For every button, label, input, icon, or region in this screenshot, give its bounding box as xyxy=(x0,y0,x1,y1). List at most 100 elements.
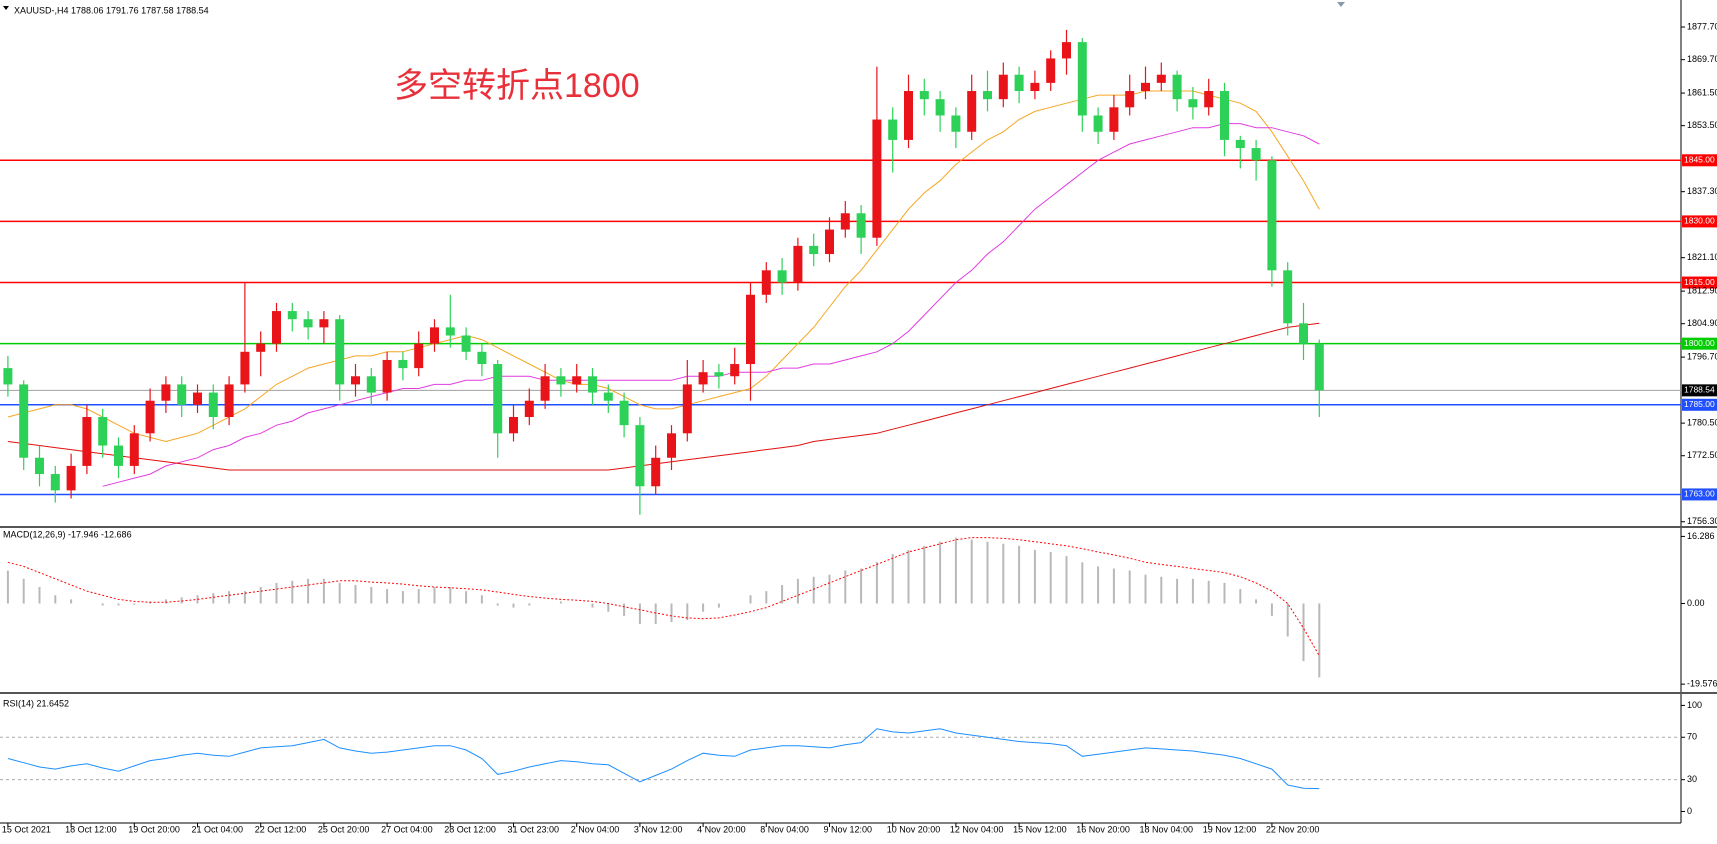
candle-body xyxy=(825,229,834,255)
candle-body xyxy=(698,372,708,385)
candle-body xyxy=(193,392,202,405)
rsi-line xyxy=(7,728,1320,790)
x-tick-label: 12 Nov 04:00 xyxy=(950,824,1004,834)
candle-body xyxy=(351,376,360,385)
candle-body xyxy=(967,91,977,132)
candle-body xyxy=(272,311,281,344)
x-tick-label: 15 Nov 12:00 xyxy=(1013,824,1067,834)
candle-body xyxy=(1141,82,1150,92)
candle-body xyxy=(414,343,424,369)
candle-body xyxy=(509,417,518,434)
y-tick-label: 1780.50 xyxy=(1687,418,1717,428)
last-price-label: 1788.54 xyxy=(1684,385,1715,395)
candle-body xyxy=(888,119,898,140)
candle-body xyxy=(840,213,850,230)
candle-body xyxy=(493,364,503,434)
candle-body xyxy=(335,319,345,385)
candle-body xyxy=(35,457,44,475)
candle-body xyxy=(951,115,961,132)
candle-body xyxy=(1188,99,1198,108)
candle-body xyxy=(240,351,250,385)
y-tick-label: 1837.30 xyxy=(1687,186,1717,196)
candle-body xyxy=(303,319,313,328)
candle-body xyxy=(603,392,613,401)
candle-body xyxy=(667,433,676,458)
candle-body xyxy=(1267,160,1277,271)
candle-body xyxy=(461,335,471,352)
y-tick-label: -19.576 xyxy=(1687,679,1717,689)
candle-body xyxy=(1062,42,1071,59)
x-tick-label: 22 Oct 12:00 xyxy=(255,824,307,834)
x-tick-label: 22 Nov 20:00 xyxy=(1266,824,1320,834)
y-tick-label: 1869.70 xyxy=(1687,54,1717,64)
candle-body xyxy=(114,445,123,466)
candle-body xyxy=(998,74,1008,100)
candle-body xyxy=(66,465,76,491)
candle-body xyxy=(161,384,171,401)
y-tick-label: 1804.90 xyxy=(1687,318,1717,328)
candle-body xyxy=(1125,91,1135,108)
candle-body xyxy=(619,400,629,426)
x-tick-label: 31 Oct 23:00 xyxy=(508,824,560,834)
moving-average xyxy=(7,322,1320,471)
candle-body xyxy=(1077,42,1087,116)
last-price-box xyxy=(1682,384,1717,397)
annotation: 多空转折点1800 xyxy=(394,67,640,105)
candle-body xyxy=(1204,91,1214,108)
level-label-box xyxy=(1682,488,1717,501)
candle-body xyxy=(1314,343,1324,391)
y-tick-label: 1756.30 xyxy=(1687,516,1717,526)
signal-line xyxy=(7,537,1320,657)
level-label: 1763.00 xyxy=(1684,489,1715,499)
candle-body xyxy=(809,245,819,255)
moving-average xyxy=(102,123,1320,487)
x-tick-label: 3 Nov 12:00 xyxy=(634,824,683,834)
candle-body xyxy=(98,417,108,446)
x-tick-label: 28 Oct 12:00 xyxy=(444,824,496,834)
x-tick-label: 18 Oct 12:00 xyxy=(65,824,117,834)
candle-body xyxy=(430,327,439,344)
y-tick-label: 1812.90 xyxy=(1687,285,1717,295)
candle-body xyxy=(1093,115,1103,132)
x-tick-label: 15 Oct 2021 xyxy=(2,824,51,834)
candle-body xyxy=(524,400,534,418)
candle-body xyxy=(319,319,329,328)
x-tick-label: 10 Nov 20:00 xyxy=(887,824,941,834)
x-tick-label: 18 Nov 04:00 xyxy=(1140,824,1194,834)
candle-body xyxy=(19,384,29,458)
panel-title: MACD(12,26,9) -17.946 -12.686 xyxy=(3,529,132,539)
chart-title: XAUUSD-,H4 1788.06 1791.76 1787.58 1788.… xyxy=(14,5,209,15)
level-label: 1830.00 xyxy=(1684,216,1715,226)
y-tick-label: 1796.70 xyxy=(1687,351,1717,361)
y-tick-label: 70 xyxy=(1687,732,1697,742)
candle-body xyxy=(445,327,455,336)
candle-body xyxy=(398,359,408,369)
candle-body xyxy=(635,425,645,487)
candle-body xyxy=(872,119,882,238)
y-tick-label: 0.00 xyxy=(1687,598,1705,608)
candle-body xyxy=(1299,323,1308,344)
shift-marker xyxy=(1337,2,1345,7)
x-tick-label: 19 Nov 12:00 xyxy=(1203,824,1257,834)
x-tick-label: 25 Oct 20:00 xyxy=(318,824,370,834)
x-tick-label: 27 Oct 04:00 xyxy=(381,824,433,834)
x-tick-label: 9 Nov 12:00 xyxy=(824,824,873,834)
candle-body xyxy=(572,376,582,385)
candle-body xyxy=(3,368,13,385)
y-tick-label: 30 xyxy=(1687,774,1697,784)
candle-body xyxy=(224,384,234,418)
y-tick-label: 1877.70 xyxy=(1687,21,1717,31)
moving-average xyxy=(7,90,1320,443)
candle-body xyxy=(208,392,218,418)
candle-body xyxy=(682,384,692,434)
candle-body xyxy=(1235,139,1245,149)
candle-body xyxy=(382,359,392,393)
candle-body xyxy=(714,372,724,377)
candle-body xyxy=(540,376,550,401)
level-label-box xyxy=(1682,276,1717,289)
candle-body xyxy=(1109,107,1119,132)
candle-body xyxy=(1283,270,1293,324)
candle-body xyxy=(1220,91,1229,140)
